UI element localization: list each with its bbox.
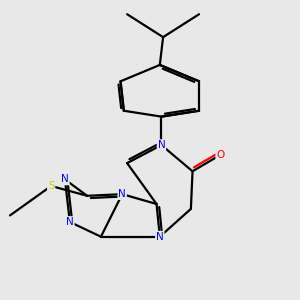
Text: O: O [216, 150, 224, 160]
Text: N: N [156, 232, 164, 242]
Text: N: N [118, 189, 126, 199]
Text: N: N [61, 174, 69, 184]
Text: S: S [48, 181, 55, 191]
Text: N: N [66, 217, 74, 227]
Text: N: N [158, 140, 165, 150]
